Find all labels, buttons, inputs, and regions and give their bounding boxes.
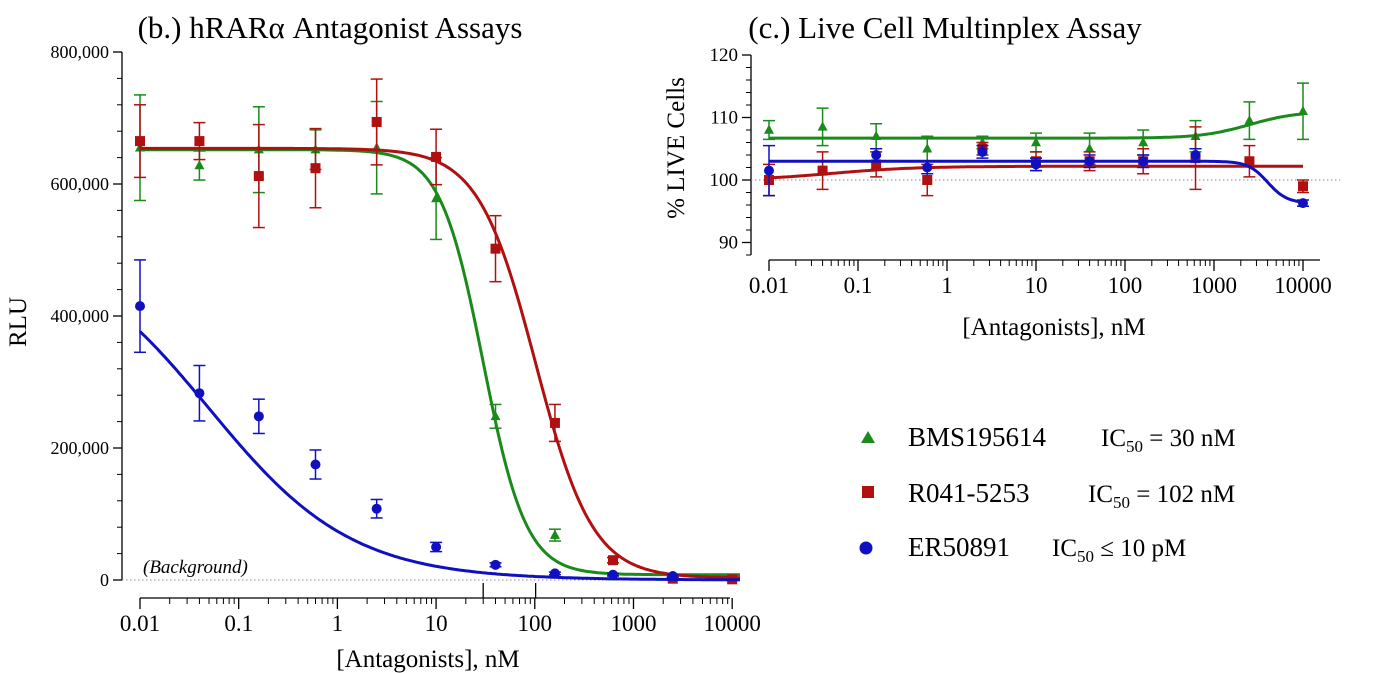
data-point-circle <box>1084 156 1095 167</box>
data-point-circle <box>1138 156 1149 167</box>
data-point-triangle <box>1031 137 1041 147</box>
data-point-circle <box>310 459 321 470</box>
data-point-circle <box>490 559 501 570</box>
data-point-triangle <box>1298 105 1308 115</box>
data-point-square <box>817 165 828 176</box>
x-tick-label: 0.1 <box>224 611 253 636</box>
panel-c-title: (c.) Live Cell Multinplex Assay <box>748 10 1142 45</box>
data-point-triangle <box>194 160 205 170</box>
data-point-triangle <box>1138 137 1149 147</box>
panel-b-title: (b.) hRARα Antagonist Assays <box>138 10 523 45</box>
legend-marker-circle <box>859 541 873 555</box>
x-tick-label: 100 <box>518 611 553 636</box>
data-point-circle <box>1190 150 1201 160</box>
data-point-square <box>1298 181 1308 192</box>
data-point-square <box>310 163 321 174</box>
legend-name: ER50891 <box>908 532 1010 562</box>
data-point-triangle <box>490 410 501 421</box>
y-tick-label: 90 <box>719 233 738 254</box>
x-tick-label: 10 <box>425 611 448 636</box>
data-point-circle <box>1298 198 1308 209</box>
series-er50891 <box>134 259 740 582</box>
fit-curve <box>140 148 740 577</box>
data-point-circle <box>431 542 442 552</box>
legend-name: R041-5253 <box>908 478 1030 508</box>
fit-curve <box>138 330 740 582</box>
data-point-square <box>607 555 618 566</box>
data-point-circle <box>764 165 774 176</box>
data-point-circle <box>667 571 678 582</box>
x-tick-label: 0.01 <box>120 611 160 636</box>
x-tick-label: 1 <box>332 611 344 636</box>
data-point-square <box>1244 156 1255 167</box>
data-point-circle <box>194 388 205 399</box>
data-point-triangle <box>1244 115 1255 125</box>
x-tick-label: 1 <box>941 273 953 298</box>
legend-item-er50891: ER50891 IC50 ≤ 10 pM <box>859 532 1186 566</box>
x-tick-label: 10 <box>1025 273 1048 298</box>
panel-c-xlabel: [Antagonists], nM <box>962 314 1145 341</box>
legend-name: BMS195614 <box>908 422 1047 452</box>
y-tick-label: 120 <box>710 45 739 66</box>
series-er50891 <box>763 144 1309 209</box>
legend-marker-triangle <box>861 431 875 443</box>
background-label: (Background) <box>143 557 248 578</box>
x-tick-label: 0.1 <box>844 273 873 298</box>
data-point-square <box>135 136 145 147</box>
legend-marker-square <box>862 486 874 498</box>
legend-ic50: IC50 = 30 nM <box>1101 425 1236 456</box>
data-point-circle <box>253 411 264 422</box>
y-tick-label: 800,000 <box>51 42 110 62</box>
legend-ic50: IC50 ≤ 10 pM <box>1052 535 1186 566</box>
data-point-circle <box>135 301 145 312</box>
data-point-circle <box>607 569 618 580</box>
y-tick-label: 100 <box>710 170 739 191</box>
data-point-square <box>490 243 501 254</box>
data-point-triangle <box>817 121 828 131</box>
panel-b-xlabel: [Antagonists], nM <box>336 646 519 673</box>
y-tick-label: 200,000 <box>51 438 110 458</box>
x-tick-label: 10000 <box>703 611 761 636</box>
x-tick-label: 1000 <box>610 611 656 636</box>
data-point-square <box>431 151 442 162</box>
data-point-triangle <box>764 124 774 134</box>
x-tick-label: 1000 <box>1191 273 1237 298</box>
x-tick-label: 10000 <box>1274 273 1332 298</box>
y-tick-label: 600,000 <box>51 174 110 194</box>
data-point-circle <box>977 146 988 157</box>
data-point-square <box>253 171 264 182</box>
data-point-circle <box>922 162 933 173</box>
x-tick-label: 0.01 <box>749 273 789 298</box>
x-tick-label: 100 <box>1108 273 1143 298</box>
data-point-triangle <box>871 130 882 140</box>
data-point-triangle <box>922 143 933 153</box>
data-point-triangle <box>549 529 560 539</box>
y-tick-label: 400,000 <box>51 306 110 326</box>
fit-curve <box>140 146 740 580</box>
legend-item-bms195614: BMS195614 IC50 = 30 nM <box>861 422 1236 456</box>
y-tick-label: 110 <box>710 108 738 129</box>
data-point-square <box>194 136 205 147</box>
legend: BMS195614 IC50 = 30 nM R041-5253 IC50 = … <box>859 422 1236 566</box>
y-tick-label: 0 <box>100 570 109 590</box>
data-point-square <box>871 159 882 170</box>
data-point-circle <box>549 568 560 579</box>
legend-item-r041-5253: R041-5253 IC50 = 102 nM <box>862 478 1235 512</box>
data-point-square <box>371 116 382 127</box>
data-point-square <box>922 175 933 185</box>
panel-b-ylabel: RLU <box>5 297 32 347</box>
data-point-triangle <box>431 193 442 203</box>
series-bms195614 <box>134 94 740 583</box>
data-point-circle <box>1031 159 1041 170</box>
series-r041-5253 <box>134 78 740 585</box>
data-point-triangle <box>1084 143 1095 153</box>
panel-c-ylabel: % LIVE Cells <box>663 77 690 219</box>
data-point-circle <box>371 503 382 514</box>
legend-ic50: IC50 = 102 nM <box>1088 481 1235 512</box>
data-point-square <box>549 417 560 428</box>
data-point-circle <box>871 150 882 160</box>
